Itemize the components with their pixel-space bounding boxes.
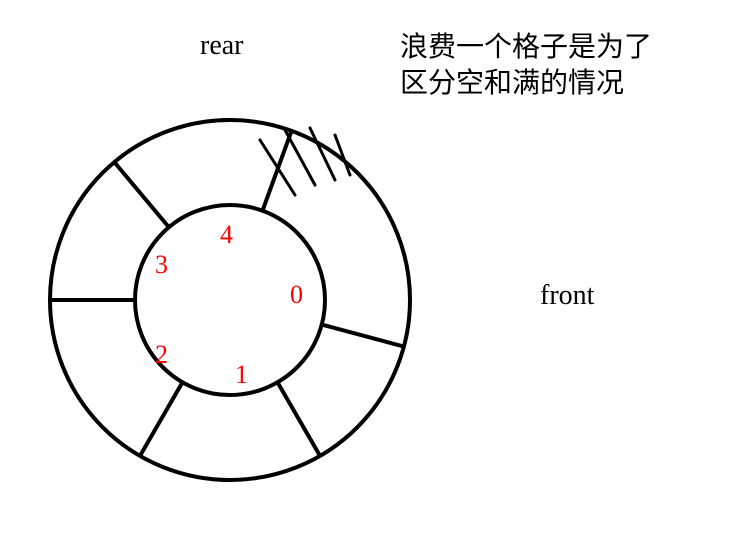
slot-number: 2 — [155, 340, 168, 370]
slot-number: 3 — [155, 250, 168, 280]
slot-number: 1 — [235, 360, 248, 390]
circular-queue-diagram — [0, 0, 748, 556]
slot-number: 4 — [220, 220, 233, 250]
slot-number: 0 — [290, 280, 303, 310]
